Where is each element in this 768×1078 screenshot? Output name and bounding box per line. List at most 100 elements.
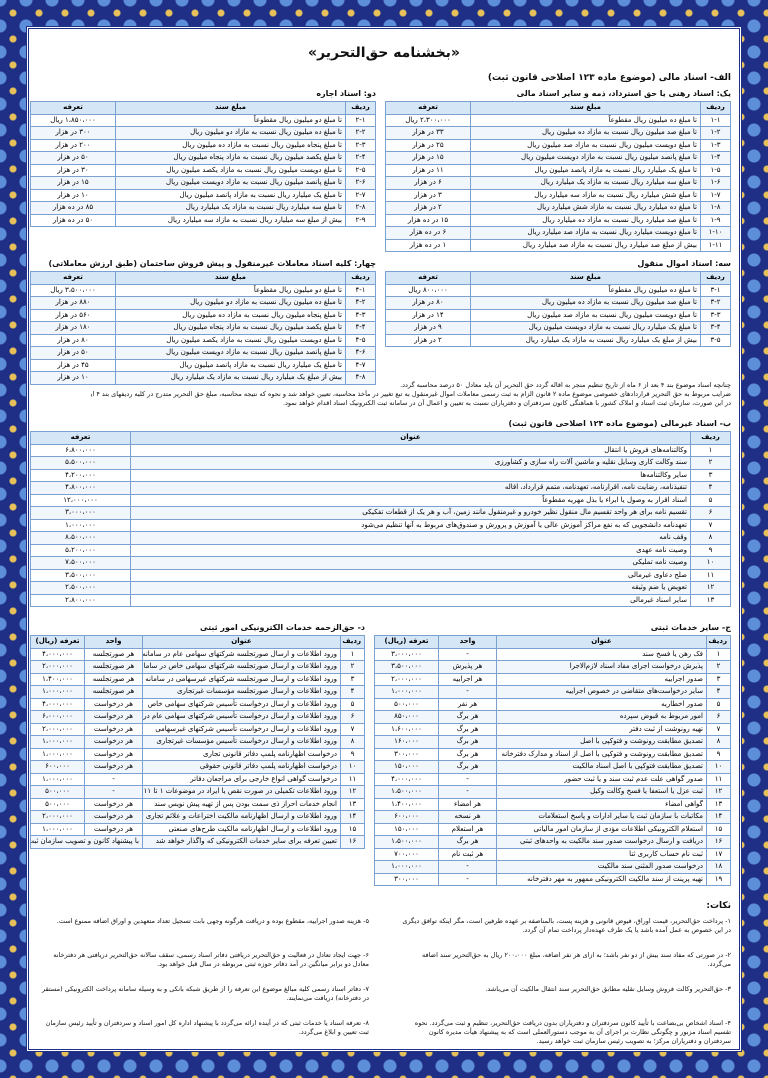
table-cell: پذیرش درخواست اجرای مفاد اسناد لازم‌الاج… — [496, 660, 707, 674]
table-cell: ورود اطلاعات و ارسال صورتجلسه شرکتهای سه… — [142, 647, 341, 661]
table-cell: هر نفر — [438, 697, 497, 711]
table-cell: ۶ در هزار — [385, 176, 471, 190]
table-row: ۹ تصدیق مطابقت رونوشت و فتوکپی با اصل از … — [374, 747, 731, 761]
table-cell: ۱۰ — [706, 760, 731, 774]
table-row: ۹ وصیت نامه عهدی ۵،۲۰۰،۰۰۰ — [30, 543, 731, 557]
table-cell: ۲ در هزار — [385, 201, 471, 215]
note-line: چنانچه اسناد موضوع بند ۴ بعد از ۶ ماه از… — [400, 381, 731, 389]
table-cell: استعلام الکترونیکی اطلاعات مؤدی از سازما… — [496, 822, 707, 836]
table-cell: تا مبلغ دویست میلیون ریال نسبت به مازاد … — [115, 333, 346, 347]
table-heading: چهار: کلیه اسناد معاملات غیرمنقول و پیش … — [48, 259, 376, 268]
table-cell: ۶ — [706, 710, 731, 724]
table-cell: ۱،۸۵۰،۰۰۰ ریال — [30, 113, 116, 127]
table-cell: تا مبلغ ده میلیون ریال مقطوعاً — [470, 283, 701, 297]
column-header: مبلغ سند — [115, 101, 346, 115]
table-cell: تعهدنامه دانشجویی که به نفع مراکز آموزش … — [130, 518, 691, 532]
column-header: ردیف — [340, 635, 365, 649]
table-cell: ۲،۵۰۰،۰۰۰ — [30, 581, 131, 595]
note-line: ضرایب مربوط به حق التحریر قراردادهای خصو… — [91, 390, 731, 398]
table-cell: ۱۴ — [706, 810, 731, 824]
table-cell: ۱۵۰،۰۰۰ — [374, 760, 439, 774]
column-header: مبلغ سند — [470, 101, 701, 115]
table-cell: ۴-۵ — [345, 333, 376, 347]
table-cell: ورود اطلاعات و ارسال اظهارنامه مالکیت اخ… — [142, 810, 341, 824]
table-row: ۳-۳ تا مبلغ دویست میلیون ریال نسبت به ماز… — [385, 308, 731, 322]
table-cell: تنفیذنامه، رضایت نامه، اقرارنامه، تعهدنا… — [130, 481, 691, 495]
table-cell: ۳-۱ — [700, 283, 731, 297]
table-row: ۱-۹ تا مبلغ صد میلیارد ریال نسبت به مازاد… — [385, 213, 731, 227]
table-cell: ۵،۲۰۰،۰۰۰ — [30, 543, 131, 557]
table-cell: هر نسخه — [438, 810, 497, 824]
table-cell: ۲،۰۰۰،۰۰۰ — [374, 672, 439, 686]
table-cell: دریافت و ارسال درخواست صدور سند مالکیت ب… — [496, 835, 707, 849]
table-cell: تا مبلغ پانصد میلیون ریال نسبت به مازاد … — [115, 176, 346, 190]
table-cell: ۱۵ در هزار — [385, 151, 471, 165]
column-header: ردیف — [345, 101, 376, 115]
note-item: ۸- تعرفه اسناد یا خدمات ثبتی که در آینده… — [45, 1019, 369, 1036]
table-cell: ۸۵ در ده هزار — [30, 201, 116, 215]
table-cell: ۲ — [706, 660, 731, 674]
table-row: ۷ تعهدنامه دانشجویی که به نفع مراکز آموزش… — [30, 518, 731, 532]
table-cell: ۱-۸ — [700, 201, 731, 215]
table-cell: ۲-۴ — [345, 151, 376, 165]
table-cell: ورود اطلاعات و ارسال درخواست تأسیس شرکته… — [142, 710, 341, 724]
table-cell: ۶ در ده هزار — [385, 226, 471, 240]
table-cell: درخواست اظهارنامه پلمپ دفاتر قانونی تجار… — [142, 747, 341, 761]
column-header: تعرفه (ریال) — [374, 635, 439, 649]
table-cell: ۸۰ در هزار — [30, 333, 116, 347]
table-cell: ۱،۴۰۰،۰۰۰ — [374, 797, 439, 811]
table-cell: ۸۵۰،۰۰۰ — [374, 710, 439, 724]
table-cell: هر صورتجلسه — [84, 647, 143, 661]
table-cell: ۱۶ — [706, 835, 731, 849]
table-cell: - — [438, 647, 497, 661]
table-cell: ۱،۰۰۰،۰۰۰ — [30, 822, 85, 836]
table-cell: ۱ — [706, 647, 731, 661]
table-cell: تصدیق مطابقت رونوشت و فتوکپی با اصل — [496, 735, 707, 749]
table-cell: سایر اسناد غیرمالی — [130, 593, 691, 607]
table-cell: هر درخواست — [84, 747, 143, 761]
table-cell: تهیه رونوشت از ثبت دفتر — [496, 722, 707, 736]
table-cell: تهیه پرینت از سند مالکیت الکترونیکی ممهو… — [496, 872, 707, 886]
table-row: ۲-۷ تا مبلغ یک میلیارد ریال نسبت به مازاد… — [30, 188, 376, 202]
table-row: ۷ ورود اطلاعات و ارسال درخواست تأسیس شرکت… — [30, 722, 365, 736]
table-cell: ۲،۰۰۰،۰۰۰ — [30, 660, 85, 674]
table-row: ۱-۳ تا مبلغ دویست میلیون ریال نسبت به ماز… — [385, 138, 731, 152]
table-cell: ۱،۰۰۰،۰۰۰ — [30, 772, 85, 786]
column-header: واحد — [84, 635, 143, 649]
table-cell: ۸ — [706, 735, 731, 749]
table-cell: ۱-۴ — [700, 151, 731, 165]
table-cell: ۱۲ — [706, 785, 731, 799]
table-cell: ۵۰ در هزار — [30, 151, 116, 165]
table-row: ۷ تهیه رونوشت از ثبت دفتر هر برگ ۱،۶۰۰،۰۰۰ — [374, 722, 731, 736]
table-cell: ۵۰۰،۰۰۰ — [30, 785, 85, 799]
table-row: ۴ ورود اطلاعات و ارسال صورتجلسه مؤسسات غی… — [30, 685, 365, 699]
table-cell: ۲،۰۰۰،۰۰۰ — [30, 810, 85, 824]
column-header: تعرفه — [30, 271, 116, 285]
table-cell: وصیت نامه عهدی — [130, 543, 691, 557]
table-cell: هر برگ — [438, 760, 497, 774]
table-cell: ثبت عزل یا استعفا یا فسخ وکالت وکیل — [496, 785, 707, 799]
table-cell: ۱۵ — [706, 822, 731, 836]
table-cell: ۳-۵ — [700, 333, 731, 347]
table-cell: هر درخواست — [84, 697, 143, 711]
table-cell: ورود اطلاعات و ارسال اظهارنامه مالکیت طر… — [142, 822, 341, 836]
table-cell: ۱۰ در هزار — [30, 188, 116, 202]
table-row: ۵ اسناد اقرار به وصول یا ابراء یا بذل مهر… — [30, 493, 731, 507]
table-cell: ۱۳ — [340, 797, 365, 811]
table-row: ۱۵ ورود اطلاعات و ارسال اظهارنامه مالکیت … — [30, 822, 365, 836]
table-cell: ۴،۲۰۰،۰۰۰ — [30, 468, 131, 482]
table-cell: ۲ — [690, 456, 731, 470]
table-cell: ۱۸ — [706, 860, 731, 874]
table-row: ۱ وکالتنامه‌های فروش یا انتقال ۶،۸۰۰،۰۰۰ — [30, 443, 731, 457]
note-item: ۱- پرداخت حق‌التحریر، قیمت اوراق، فیوض ق… — [402, 917, 731, 934]
table-cell: ۱-۵ — [700, 163, 731, 177]
table-cell: ۱،۰۰۰،۰۰۰ — [30, 518, 131, 532]
table-cell: تا مبلغ سه میلیارد ریال نسبت به مازاد یک… — [470, 176, 701, 190]
table-cell: تا مبلغ پنجاه میلیون ریال نسبت به مازاد … — [115, 308, 346, 322]
table-cell: ۱۱ — [690, 568, 731, 582]
table-row: ۶ ورود اطلاعات و ارسال درخواست تأسیس شرکت… — [30, 710, 365, 724]
table-row: ۱ فک رهن یا فسخ سند -۳،۰۰۰،۰۰۰ — [374, 647, 731, 661]
table-cell: ۱ — [340, 647, 365, 661]
table-cell: - — [438, 685, 497, 699]
table-row: ۳-۱ تا مبلغ ده میلیون ریال مقطوعاً ۸۰۰،۰۰۰… — [385, 283, 731, 297]
